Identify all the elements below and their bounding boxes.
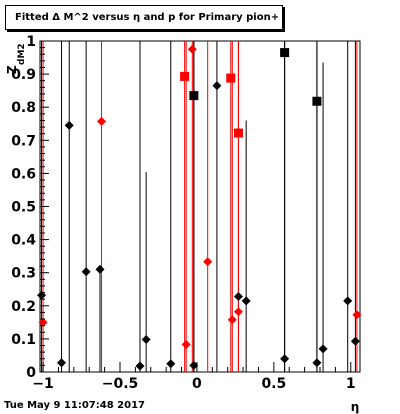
data-point-diamond bbox=[37, 290, 47, 300]
y-tick-label: 0.4 bbox=[11, 233, 36, 249]
data-point-square bbox=[280, 48, 290, 58]
data-point-diamond bbox=[81, 267, 91, 277]
data-point-diamond bbox=[280, 354, 290, 364]
data-point-diamond bbox=[212, 81, 222, 91]
data-point-diamond bbox=[38, 317, 48, 327]
y-tick-label: 0.5 bbox=[11, 200, 36, 216]
data-point-square bbox=[233, 128, 243, 138]
data-point-diamond bbox=[343, 296, 353, 306]
y-tick-label: 0.7 bbox=[11, 133, 36, 149]
data-point-diamond bbox=[227, 315, 237, 325]
data-point-diamond bbox=[64, 120, 74, 130]
data-point-diamond bbox=[181, 340, 191, 350]
error-bars bbox=[41, 41, 358, 372]
x-tick-label: 0 bbox=[192, 376, 202, 392]
data-point-diamond bbox=[95, 264, 105, 274]
y-tick-label: 0.1 bbox=[11, 332, 36, 348]
y-axis: 0 0.1 0.2 0.3 0.4 0.5 0.6 0.7 0.8 0.9 1 bbox=[11, 34, 49, 381]
y-axis-title-sub: dM2 bbox=[17, 43, 27, 65]
x-axis-title: η bbox=[351, 400, 360, 414]
data-point-diamond bbox=[203, 257, 213, 267]
data-point-square bbox=[189, 91, 199, 101]
data-point-diamond bbox=[241, 296, 251, 306]
data-point-diamond bbox=[312, 358, 322, 368]
x-tick-label: 1 bbox=[346, 376, 356, 392]
y-axis-title: Z dM2 bbox=[5, 43, 27, 74]
y-axis-title-main: Z bbox=[5, 65, 19, 74]
data-point-diamond bbox=[97, 116, 107, 126]
x-tick-label: −1 bbox=[32, 376, 53, 392]
chart-title: Fitted Δ M^2 versus η and p for Primary … bbox=[5, 5, 283, 30]
timestamp: Tue May 9 11:07:48 2017 bbox=[4, 400, 145, 411]
data-point-square bbox=[312, 96, 322, 106]
data-point-square bbox=[180, 71, 190, 81]
data-points bbox=[37, 44, 362, 371]
plot-frame bbox=[39, 40, 361, 373]
data-point-diamond bbox=[141, 335, 151, 345]
data-point-diamond bbox=[233, 292, 243, 302]
data-point-diamond bbox=[166, 359, 176, 369]
data-point-diamond bbox=[350, 336, 360, 346]
y-tick-label: 0 bbox=[26, 365, 36, 381]
y-tick-label: 0.2 bbox=[11, 299, 36, 315]
y-tick-label: 0.3 bbox=[11, 266, 36, 282]
data-point-diamond bbox=[57, 358, 67, 368]
x-tick-label: 0.5 bbox=[261, 376, 286, 392]
data-point-diamond bbox=[187, 44, 197, 54]
y-tick-label: 1 bbox=[26, 34, 36, 50]
data-point-diamond bbox=[189, 360, 199, 370]
data-point-diamond bbox=[352, 310, 362, 320]
data-point-diamond bbox=[233, 307, 243, 317]
data-point-diamond bbox=[318, 344, 328, 354]
y-tick-label: 0.6 bbox=[11, 166, 36, 182]
data-point-square bbox=[226, 73, 236, 83]
data-point-diamond bbox=[135, 361, 145, 371]
x-tick-label: −0.5 bbox=[102, 376, 139, 392]
x-axis: −1 −0.5 0 0.5 1 bbox=[32, 362, 356, 392]
y-tick-label: 0.9 bbox=[11, 67, 36, 83]
y-tick-label: 0.8 bbox=[11, 100, 36, 116]
